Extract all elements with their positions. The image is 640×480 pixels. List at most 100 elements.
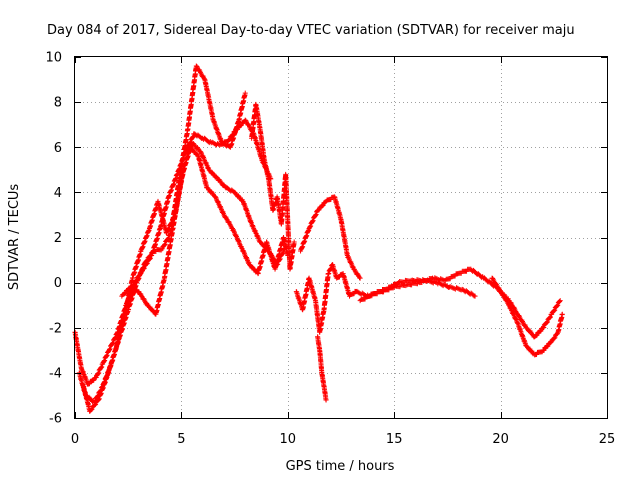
data-point-trail <box>86 381 92 387</box>
y-tick-label: 0 <box>54 276 62 291</box>
data-point-trail <box>308 223 314 229</box>
data-point-trail <box>93 401 99 407</box>
data-point-trail <box>246 260 252 266</box>
data-point-trail <box>158 247 164 253</box>
data-point-trail <box>320 203 326 209</box>
y-axis-title: SDTVAR / TECUs <box>7 184 22 291</box>
x-tick-label: 0 <box>71 432 79 447</box>
data-points <box>72 63 565 414</box>
x-axis-tick-labels: 0 5 10 15 20 25 <box>71 432 615 447</box>
data-point-trail <box>107 347 113 353</box>
chart-title: Day 084 of 2017, Sidereal Day-to-day VTE… <box>47 23 575 38</box>
data-point-trail <box>306 227 312 233</box>
data-point-trail <box>534 332 540 338</box>
data-point-trail <box>336 274 342 280</box>
data-point-trail <box>110 340 116 346</box>
data-point-trail <box>239 197 245 203</box>
x-tick-label: 20 <box>492 432 509 447</box>
data-point-trail <box>551 308 557 314</box>
x-tick-label: 15 <box>386 432 403 447</box>
data-point-trail <box>541 324 547 330</box>
data-point-trail <box>92 402 98 408</box>
data-point-trail <box>547 315 553 321</box>
data-point-trail <box>206 165 212 171</box>
data-point-trail <box>162 241 168 247</box>
data-point-trail <box>554 331 560 337</box>
data-point-trail <box>123 290 129 296</box>
plot-frame <box>74 56 608 419</box>
data-point-trail <box>541 347 547 353</box>
data-point-trail <box>307 224 313 230</box>
data-point-trail <box>291 241 297 247</box>
data-point-trail <box>215 141 221 147</box>
data-point-trail <box>166 226 172 232</box>
data-point-trail <box>89 406 95 412</box>
data-point-trail <box>198 135 204 141</box>
data-point-trail <box>238 122 244 128</box>
data-point-trail <box>310 218 316 224</box>
x-tick-label: 25 <box>599 432 616 447</box>
x-tick-label: 10 <box>280 432 297 447</box>
data-point-trail <box>552 307 558 313</box>
data-point-trail <box>230 188 236 194</box>
y-tick-label: -6 <box>49 412 62 427</box>
y-tick-label: 2 <box>54 231 62 246</box>
data-point-trail <box>110 340 116 346</box>
data-point-trail <box>144 258 150 264</box>
data-point-trail <box>104 375 110 381</box>
data-point-trail <box>190 134 196 140</box>
axis-ticks <box>75 57 608 419</box>
data-point-trail <box>552 335 558 341</box>
data-point-trail <box>344 251 350 257</box>
data-point-trail <box>470 292 476 298</box>
y-tick-label: 4 <box>54 186 62 201</box>
data-point-trail <box>174 172 180 178</box>
data-point-trail <box>407 278 413 284</box>
data-point-trail <box>248 220 254 226</box>
data-point-trail <box>548 339 554 345</box>
data-point-trail <box>545 343 551 349</box>
data-point-trail <box>350 264 356 270</box>
x-axis-title: GPS time / hours <box>286 459 395 474</box>
data-point-trail <box>557 298 563 304</box>
data-point-trail <box>107 346 113 352</box>
data-point-trail <box>556 299 562 305</box>
data-point-trail <box>554 331 560 337</box>
data-point-trail <box>310 218 316 224</box>
data-point-trail <box>313 212 319 218</box>
y-tick-label: -2 <box>49 321 62 336</box>
data-point-trail <box>316 207 322 213</box>
data-point-trail <box>530 351 536 357</box>
data-point-trail <box>195 152 201 158</box>
data-point-trail <box>178 177 184 183</box>
data-point-trail <box>544 320 550 326</box>
data-point-trail <box>544 319 550 325</box>
data-point-trail <box>323 397 329 403</box>
data-point-trail <box>551 335 557 341</box>
data-point-trail <box>471 293 477 299</box>
y-tick-label: -4 <box>49 366 62 381</box>
data-point-trail <box>554 303 560 309</box>
data-point-trail <box>547 314 553 320</box>
data-point-trail <box>220 210 226 216</box>
data-point-trail <box>219 209 225 215</box>
data-point-trail <box>357 275 363 281</box>
data-point-trail <box>88 407 94 413</box>
data-point-trail <box>280 250 286 256</box>
data-point-trail <box>147 253 153 259</box>
data-point-trail <box>148 252 154 258</box>
x-tick-label: 5 <box>177 432 185 447</box>
data-point-trail <box>555 302 561 308</box>
data-point-trail <box>146 227 152 233</box>
data-point-trail <box>538 328 544 334</box>
y-tick-label: 8 <box>54 96 62 111</box>
data-point-trail <box>91 377 97 383</box>
y-axis-tick-labels: -6 -4 -2 0 2 4 6 8 10 <box>45 51 62 427</box>
y-tick-label: 6 <box>54 141 62 156</box>
data-point-trail <box>242 92 248 98</box>
data-point-trail <box>129 277 135 283</box>
data-point-trail <box>149 249 155 255</box>
data-point-trail <box>325 271 331 277</box>
